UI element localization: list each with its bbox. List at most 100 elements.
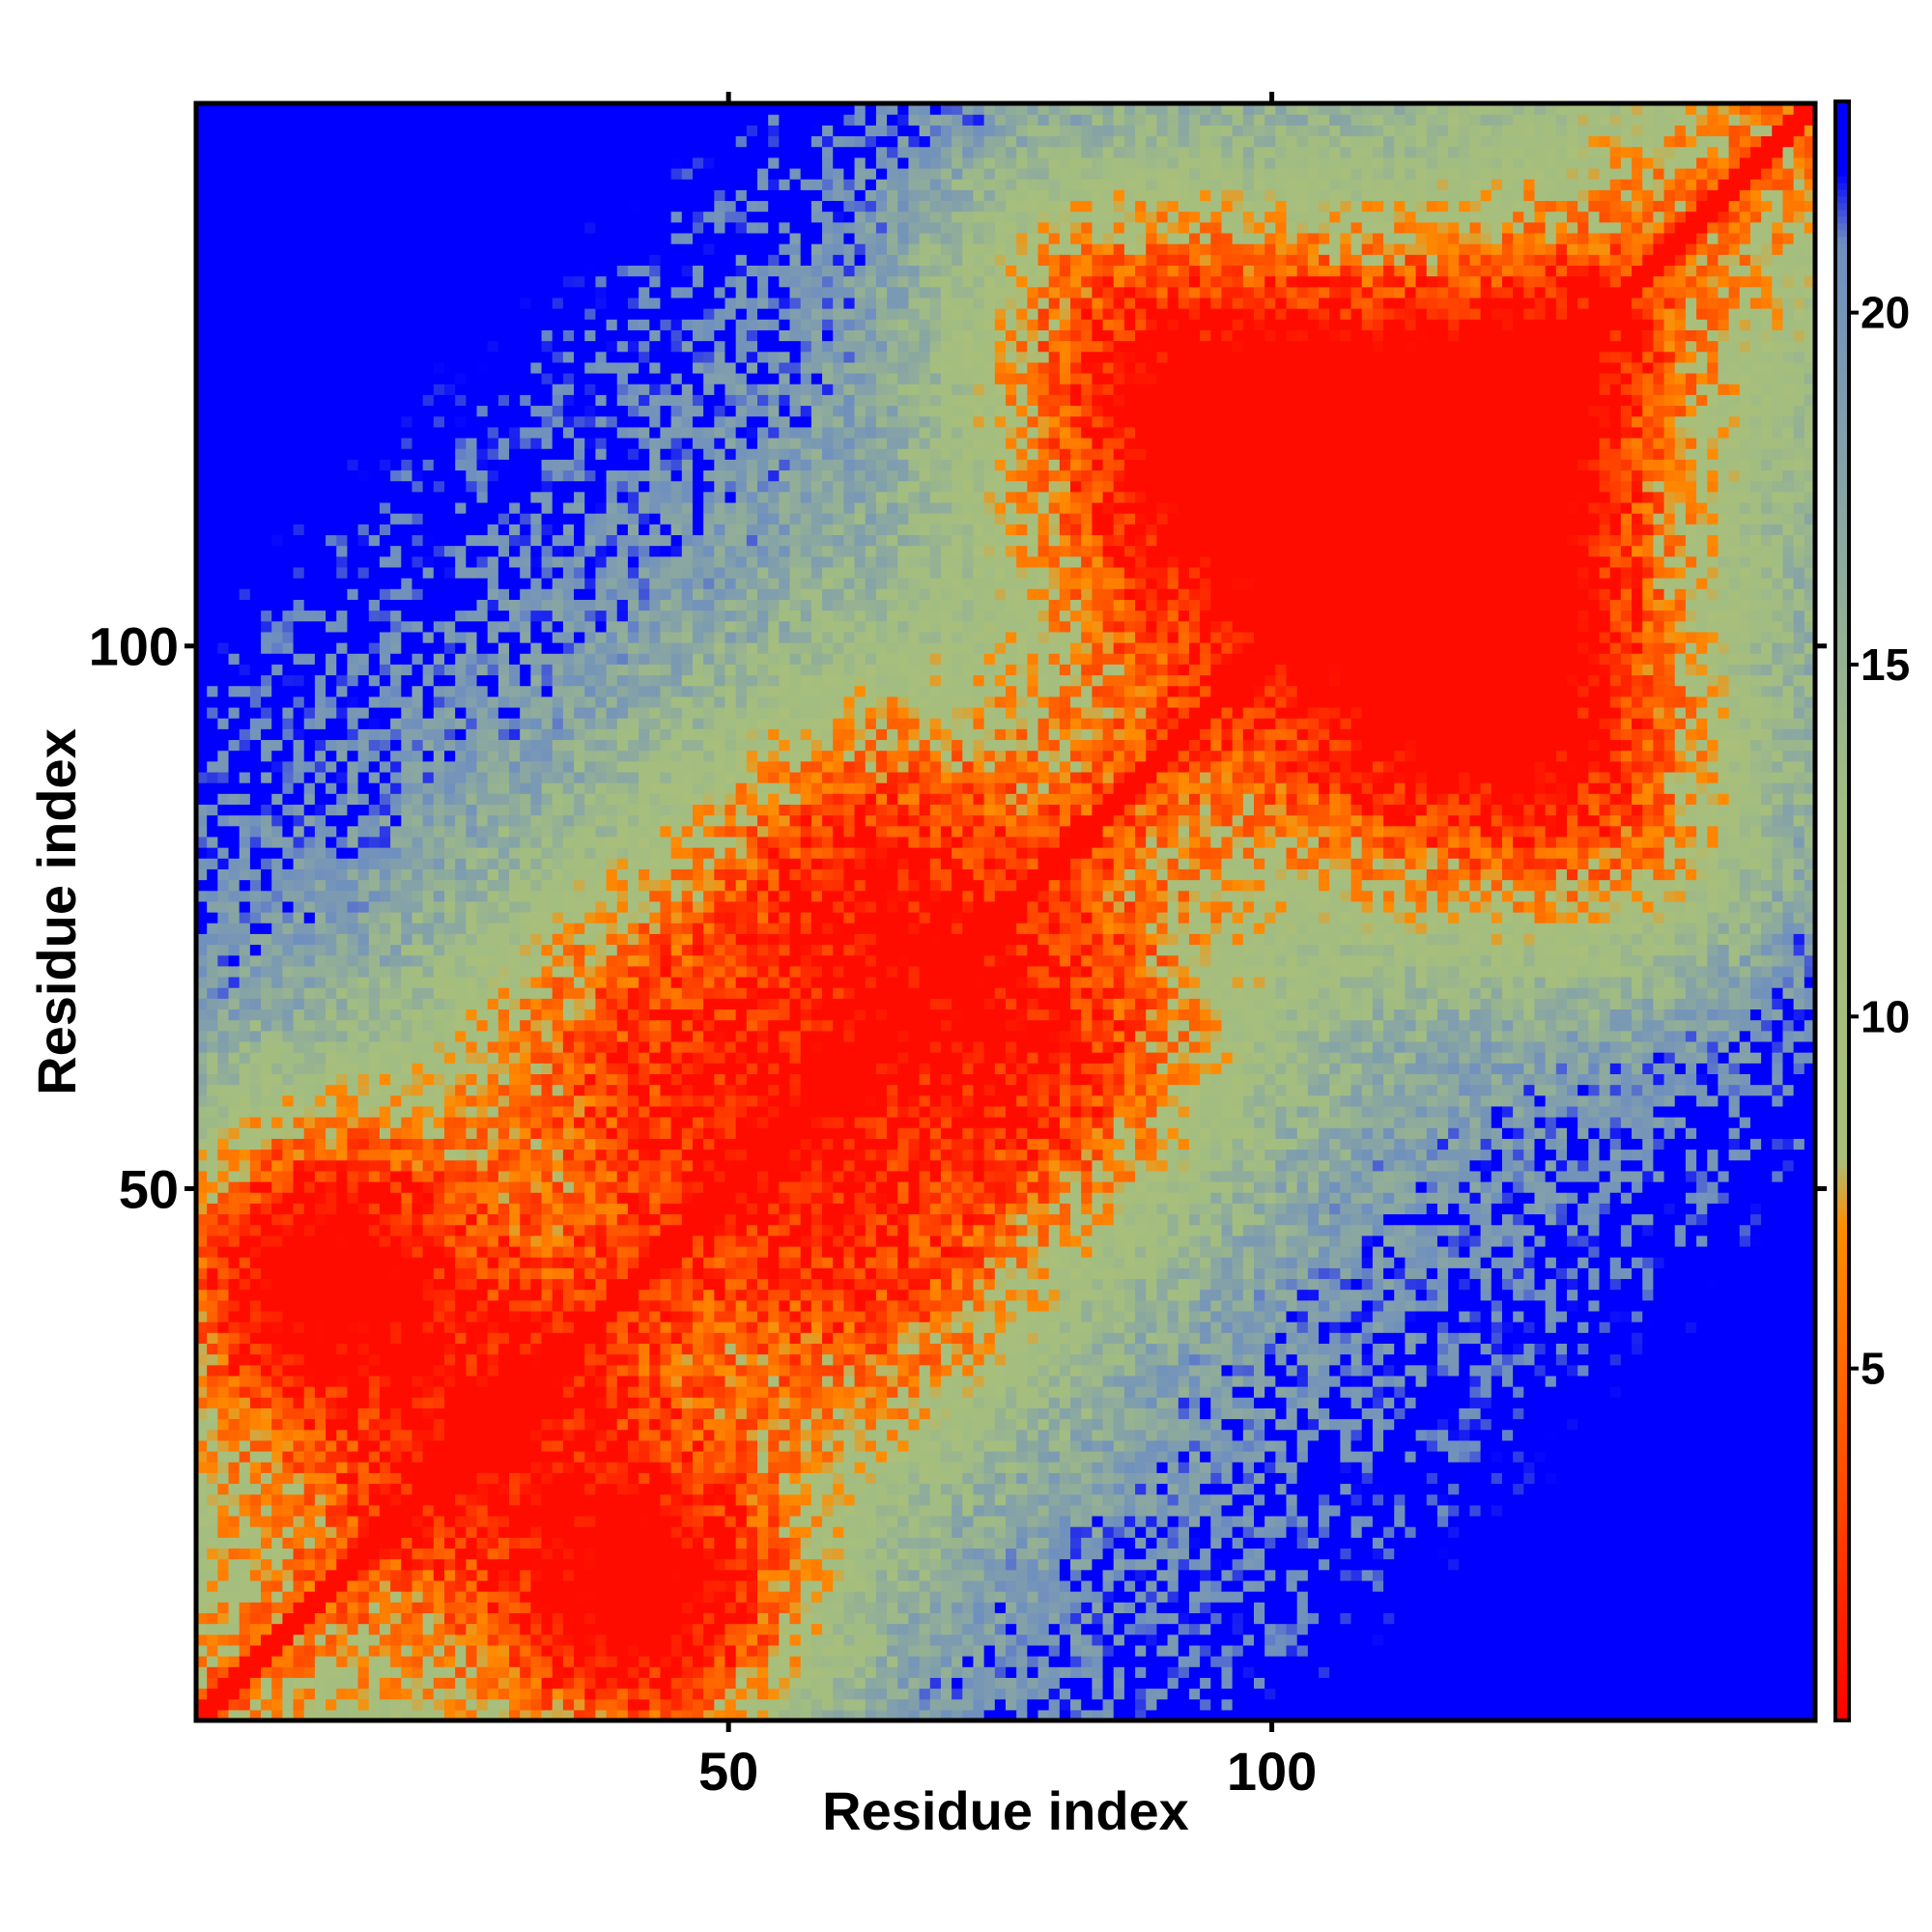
heatmap-cell <box>261 491 272 503</box>
heatmap-cell <box>530 1623 543 1635</box>
heatmap-cell <box>314 1569 327 1581</box>
heatmap-cell <box>293 728 305 741</box>
heatmap-cell <box>422 1170 435 1182</box>
heatmap-cell <box>530 965 543 978</box>
heatmap-cell <box>476 1149 489 1161</box>
heatmap-cell <box>412 1235 424 1247</box>
heatmap-cell <box>509 620 521 633</box>
heatmap-cell <box>379 1257 391 1268</box>
heatmap-cell <box>433 1267 445 1280</box>
heatmap-cell <box>476 1289 489 1301</box>
heatmap-cell <box>541 1009 554 1021</box>
heatmap-cell <box>217 179 230 190</box>
heatmap-cell <box>520 631 531 643</box>
heatmap-cell <box>336 501 349 514</box>
heatmap-cell <box>196 243 208 255</box>
heatmap-cell <box>336 286 349 298</box>
heatmap-cell <box>314 340 327 353</box>
heatmap-cell <box>368 750 381 762</box>
heatmap-cell <box>541 566 554 579</box>
heatmap-cell <box>228 351 241 363</box>
heatmap-cell <box>207 858 218 869</box>
heatmap-cell <box>336 631 349 643</box>
heatmap-cell <box>261 814 272 827</box>
heatmap-cell <box>207 718 218 729</box>
heatmap-cell <box>314 933 327 946</box>
heatmap-cell <box>357 394 370 407</box>
heatmap-cell <box>455 135 467 148</box>
heatmap-cell <box>261 588 272 600</box>
heatmap-cell <box>368 297 381 309</box>
heatmap-cell <box>249 1019 262 1032</box>
heatmap-cell <box>433 1019 445 1032</box>
heatmap-cell <box>530 1656 543 1667</box>
heatmap-cell <box>455 1418 467 1431</box>
heatmap-cell <box>422 1698 435 1711</box>
heatmap-cell <box>476 653 489 665</box>
heatmap-cell <box>228 771 241 783</box>
heatmap-cell <box>293 847 305 859</box>
heatmap-cell <box>541 114 554 126</box>
heatmap-cell <box>476 1040 489 1053</box>
heatmap-cell <box>271 1548 283 1560</box>
heatmap-cell <box>401 1019 413 1032</box>
heatmap-cell <box>379 351 391 363</box>
heatmap-cell <box>249 976 262 988</box>
heatmap-cell <box>239 351 251 363</box>
heatmap-cell <box>293 243 305 255</box>
heatmap-cell <box>509 1267 521 1280</box>
heatmap-cell <box>455 847 467 859</box>
heatmap-cell <box>541 1548 554 1560</box>
heatmap-cell <box>282 1644 295 1657</box>
heatmap-cell <box>347 1677 359 1690</box>
heatmap-cell <box>401 135 413 148</box>
heatmap-cell <box>357 1537 370 1549</box>
heatmap-cell <box>368 858 381 869</box>
heatmap-cell <box>455 1235 467 1247</box>
heatmap-cell <box>326 620 337 633</box>
heatmap-cell <box>390 664 402 676</box>
heatmap-cell <box>487 1224 499 1236</box>
heatmap-cell <box>357 1634 370 1646</box>
heatmap-cell <box>293 1267 305 1280</box>
heatmap-cell <box>401 501 413 514</box>
heatmap-cell <box>336 135 349 148</box>
heatmap-cell <box>443 1289 456 1301</box>
heatmap-cell <box>293 524 305 535</box>
heatmap-cell <box>443 1472 456 1485</box>
heatmap-cell <box>261 912 272 923</box>
heatmap-cell <box>271 1483 283 1495</box>
heatmap-cell <box>271 1656 283 1667</box>
heatmap-cell <box>314 1063 327 1074</box>
heatmap-cell <box>217 1343 230 1355</box>
heatmap-cell <box>390 1321 402 1333</box>
heatmap-cell <box>541 448 554 460</box>
heatmap-cell <box>368 1472 381 1485</box>
heatmap-cell <box>530 1332 543 1344</box>
heatmap-cell <box>390 1192 402 1204</box>
heatmap-cell <box>271 578 283 589</box>
heatmap-cell <box>282 437 295 449</box>
heatmap-cell <box>217 944 230 956</box>
heatmap-cell <box>326 1267 337 1280</box>
heatmap-cell <box>314 1310 327 1322</box>
heatmap-cell <box>422 599 435 611</box>
heatmap-cell <box>530 1224 543 1236</box>
heatmap-cell <box>303 976 316 988</box>
heatmap-cell <box>390 211 402 223</box>
heatmap-cell <box>293 1117 305 1128</box>
heatmap-cell <box>422 1397 435 1408</box>
heatmap-cell <box>433 1159 445 1172</box>
heatmap-cell <box>347 1213 359 1226</box>
heatmap-cell <box>314 351 327 363</box>
heatmap-cell <box>293 1105 305 1118</box>
heatmap-cell <box>476 1343 489 1355</box>
heatmap-cell <box>476 200 489 213</box>
heatmap-cell <box>271 1407 283 1420</box>
heatmap-cell <box>412 265 424 277</box>
heatmap-cell <box>314 232 327 244</box>
heatmap-cell <box>476 900 489 913</box>
heatmap-cell <box>443 1245 456 1258</box>
heatmap-cell <box>401 437 413 449</box>
heatmap-cell <box>249 998 262 1010</box>
